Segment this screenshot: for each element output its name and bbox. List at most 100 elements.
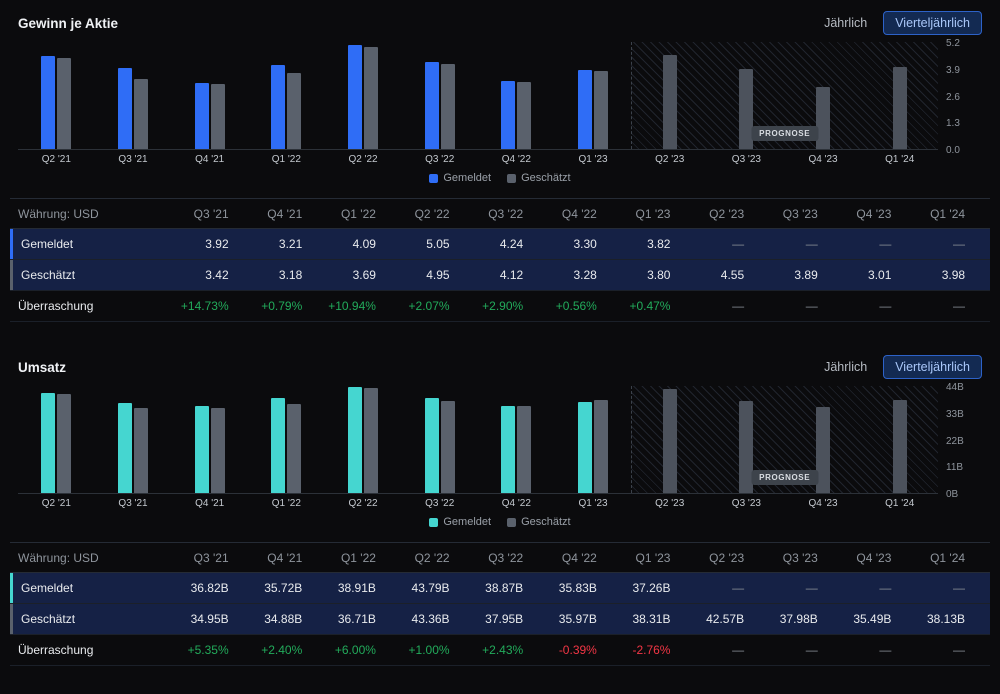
x-tick-label: Q2 '21 (41, 154, 71, 165)
estimated-swatch (507, 517, 517, 527)
quarter-header: Q1 '23 (635, 550, 671, 565)
reported-swatch (429, 517, 439, 527)
value-cell: 4.55 (720, 268, 745, 282)
quarter-header: Q3 '21 (193, 550, 229, 565)
value-cell: — (953, 237, 966, 251)
legend-label: Gemeldet (443, 172, 492, 184)
row-color-indicator (10, 604, 13, 634)
quarter-header: Q1 '22 (340, 550, 376, 565)
reported-bar (41, 55, 56, 149)
value-cell: 4.24 (499, 237, 524, 251)
x-tick-label: Q2 '22 (348, 498, 378, 509)
quarter-header: Q2 '23 (709, 550, 745, 565)
row-color-indicator (10, 573, 13, 603)
revenue-period-toggle: Jährlich Vierteljährlich (822, 355, 982, 379)
revenue-section: Umsatz Jährlich Vierteljährlich PROGNOSE… (0, 344, 1000, 666)
value-cell: -2.76% (632, 643, 671, 657)
x-tick-label: Q3 '21 (118, 154, 148, 165)
value-cell: 43.79B (411, 581, 450, 595)
quarter-header: Q4 '23 (856, 550, 892, 565)
value-cell: +2.07% (408, 299, 450, 313)
forecast-estimated-bar (662, 389, 677, 493)
value-cell: +2.40% (261, 643, 303, 657)
value-cell: 3.01 (868, 268, 892, 282)
row-label: Überraschung (18, 643, 94, 657)
y-tick-label: 2.6 (946, 91, 960, 103)
x-tick-label: Q1 '22 (271, 498, 301, 509)
quarter-header: Q4 '22 (561, 550, 597, 565)
estimated-bar (57, 57, 72, 149)
estimated-swatch (507, 173, 517, 183)
value-cell: — (953, 299, 966, 313)
value-cell: 38.87B (485, 581, 524, 595)
estimated-bar (440, 400, 455, 493)
legend-reported: Gemeldet (429, 516, 491, 528)
estimated-bar (517, 405, 532, 493)
revenue-yearly-button[interactable]: Jährlich (822, 356, 869, 378)
value-cell: +1.00% (408, 643, 450, 657)
value-cell: 3.21 (278, 237, 303, 251)
reported-bar (578, 402, 592, 493)
forecast-estimated-bar (739, 68, 754, 149)
y-tick-label: 11B (946, 462, 964, 474)
forecast-estimated-bar (892, 400, 907, 493)
reported-bar (424, 398, 439, 493)
value-cell: 3.82 (647, 237, 671, 251)
legend-reported: Gemeldet (429, 172, 491, 184)
x-tick-label: Q4 '23 (808, 498, 838, 509)
y-tick-label: 0B (946, 489, 959, 500)
value-cell: — (879, 643, 892, 657)
quarter-header: Q4 '21 (267, 206, 303, 221)
value-cell: — (732, 237, 745, 251)
revenue-legend: Gemeldet Geschätzt (0, 516, 1000, 528)
quarter-header: Q1 '22 (340, 206, 376, 221)
reported-bar (41, 393, 56, 493)
legend-estimated: Geschätzt (507, 516, 571, 528)
y-tick-label: 3.9 (946, 64, 960, 76)
value-cell: 4.09 (352, 237, 376, 251)
x-tick-label: Q4 '22 (501, 154, 531, 165)
estimated-bar (364, 47, 378, 149)
revenue-x-axis: Q2 '21 Q3 '21 Q4 '21 Q1 '22 Q2 '22 Q3 '22 Q4 '… (18, 498, 938, 509)
row-label: Gemeldet (21, 237, 74, 251)
value-cell: +6.00% (334, 643, 376, 657)
value-cell: — (879, 237, 892, 251)
estimated-bar (440, 64, 455, 149)
reported-bar (501, 405, 516, 493)
y-tick-label: 0.0 (946, 145, 960, 156)
forecast-divider (631, 42, 633, 149)
value-cell: — (732, 299, 745, 313)
x-tick-label: Q4 '22 (501, 498, 531, 509)
value-cell: — (805, 643, 818, 657)
eps-section: Gewinn je Aktie Jährlich Vierteljährlich… (0, 0, 1000, 322)
forecast-estimated-bar (662, 55, 677, 149)
eps-period-toggle: Jährlich Vierteljährlich (822, 11, 982, 35)
y-tick-label: 5.2 (946, 38, 960, 49)
eps-yearly-button[interactable]: Jährlich (822, 12, 869, 34)
estimated-bar (210, 408, 225, 493)
value-cell: — (805, 237, 818, 251)
quarter-header: Q4 '22 (561, 206, 597, 221)
quarter-header: Q4 '21 (267, 550, 303, 565)
x-tick-label: Q1 '22 (271, 154, 301, 165)
estimated-bar (57, 393, 72, 493)
eps-plot-area: PROGNOSE (18, 42, 938, 150)
eps-bar-chart: PROGNOSE 5.2 3.9 2.6 1.3 0.0 (10, 38, 990, 156)
eps-quarterly-button[interactable]: Vierteljährlich (883, 11, 982, 35)
value-cell: +2.43% (482, 643, 524, 657)
revenue-quarterly-button[interactable]: Vierteljährlich (883, 355, 982, 379)
revenue-plot-area: PROGNOSE (18, 386, 938, 494)
estimated-bar (287, 403, 302, 493)
currency-label: Währung: USD (18, 550, 99, 565)
value-cell: — (805, 299, 818, 313)
revenue-table: Währung: USD Q3 '21 Q4 '21 Q1 '22 Q2 '22 Q3 '… (10, 542, 990, 666)
reported-bar (194, 82, 209, 149)
value-cell: 36.71B (337, 612, 376, 626)
table-row: Überraschung +5.35% +2.40% +6.00% +1.00% +2.4… (10, 635, 990, 666)
forecast-badge: PROGNOSE (751, 126, 819, 141)
estimated-bar (210, 83, 225, 149)
value-cell: 3.69 (352, 268, 376, 282)
value-cell: 3.92 (205, 237, 229, 251)
x-tick-label: Q4 '21 (195, 498, 225, 509)
forecast-badge: PROGNOSE (751, 470, 819, 485)
